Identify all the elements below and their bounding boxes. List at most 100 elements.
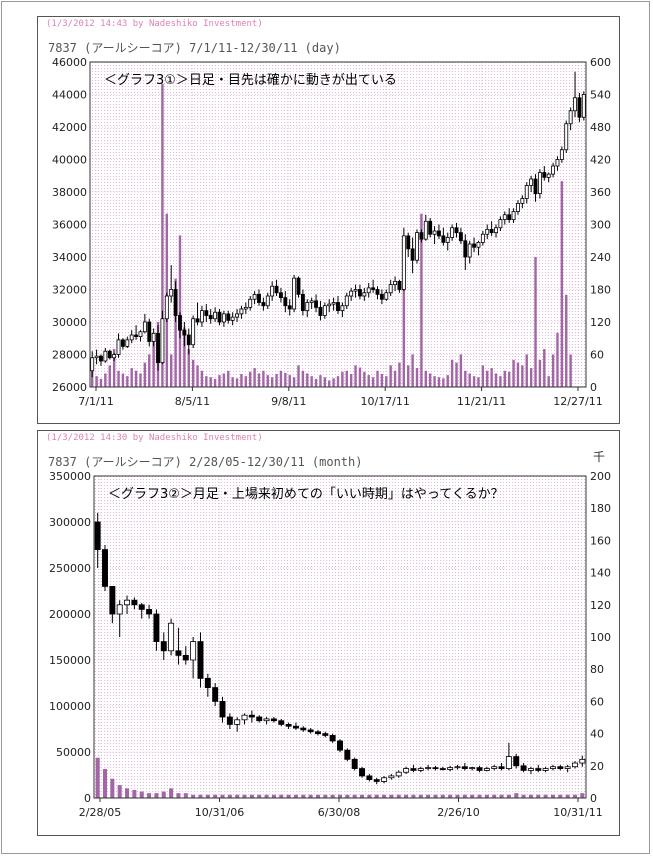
volume-bar	[499, 794, 504, 798]
candle-body	[263, 718, 270, 722]
candle-body	[190, 641, 197, 661]
chart-title: 7837 (アールシーコア) 2/28/05-12/30/11 (month)	[48, 455, 363, 469]
candle-body	[533, 178, 538, 195]
volume-bar	[442, 378, 445, 387]
candle-body	[142, 321, 147, 333]
right-axis-unit: 千	[592, 450, 605, 464]
candle-body	[191, 318, 196, 346]
y-right-tick-label: 0	[590, 381, 597, 394]
volume-bar	[332, 378, 335, 387]
volume-bar	[222, 373, 226, 387]
y-right-tick-label: 140	[590, 567, 611, 580]
x-tick-label: 7/1/11	[78, 395, 113, 408]
volume-bar	[440, 794, 445, 798]
candle-body	[520, 765, 527, 771]
candle-body	[279, 292, 283, 299]
volume-bar	[516, 362, 520, 387]
volume-bar	[293, 794, 298, 798]
candle-body	[373, 779, 380, 782]
volume-bar	[470, 794, 475, 798]
candle-body	[168, 622, 175, 652]
volume-bar	[147, 793, 152, 798]
volume-bar	[95, 376, 98, 387]
volume-bar	[528, 794, 533, 798]
volume-bar	[279, 370, 283, 387]
x-tick-label: 9/8/11	[271, 395, 306, 408]
volume-bar	[275, 374, 278, 387]
volume-bar	[205, 376, 208, 387]
x-tick-label: 10/31/11	[553, 806, 602, 819]
volume-bar	[529, 368, 533, 387]
candle-body	[99, 355, 103, 362]
volume-bar	[349, 374, 353, 387]
volume-bar	[143, 362, 147, 387]
volume-bar	[371, 377, 375, 387]
volume-bar	[183, 327, 186, 387]
volume-bar	[459, 354, 463, 387]
y-right-tick-label: 300	[590, 219, 611, 232]
candle-body	[151, 332, 156, 342]
y-left-tick-label: 200000	[49, 608, 91, 621]
candle-body	[94, 521, 101, 551]
volume-bar	[396, 794, 401, 798]
candle-body	[337, 740, 343, 751]
y-right-tick-label: 40	[590, 728, 604, 741]
volume-bar	[227, 794, 232, 798]
candle-body	[204, 310, 209, 316]
candle-body	[300, 727, 307, 731]
volume-bar	[455, 362, 458, 387]
volume-bar	[270, 377, 274, 387]
candle-body	[406, 235, 411, 250]
x-tick-label: 10/17/11	[360, 395, 409, 408]
volume-bar	[121, 373, 125, 387]
volume-bar	[328, 380, 331, 387]
volume-bar	[102, 769, 108, 798]
candle-body	[287, 305, 292, 310]
candle-body	[498, 219, 503, 229]
volume-bar	[499, 376, 502, 387]
candle-body	[256, 716, 263, 722]
candle-body	[243, 306, 248, 310]
volume-bar	[292, 377, 296, 387]
daily-chart-svg: 26000 28000 30000 32000 34000 36000 38000 40000…	[52, 56, 611, 408]
candle-body	[327, 303, 332, 307]
volume-bar	[411, 794, 416, 798]
volume-bar	[560, 181, 564, 387]
candle-body	[388, 775, 395, 779]
candle-body	[292, 725, 299, 729]
volume-bar	[110, 778, 115, 798]
candle-body	[235, 313, 239, 318]
y-right-tick-label: 160	[590, 534, 611, 547]
chart-timestamp: (1/3/2012 14:43 by Nadeshiko Investment)	[46, 19, 263, 29]
y-left-tick-label: 28000	[52, 349, 87, 362]
candle-body	[94, 355, 99, 359]
candle-body	[505, 756, 512, 769]
y-right-tick-label: 240	[590, 251, 611, 264]
y-right-tick-label: 540	[590, 89, 611, 102]
volume-bar	[363, 371, 366, 387]
y-right-tick-label: 60	[590, 349, 604, 362]
volume-bar	[572, 794, 578, 798]
candle-body	[393, 280, 397, 286]
candle-body	[292, 277, 297, 310]
volume-bar	[464, 370, 467, 387]
y-left-tick-label: 42000	[52, 121, 87, 134]
candle-body	[160, 318, 165, 364]
y-right-tick-label: 80	[590, 663, 604, 676]
volume-bar	[95, 757, 100, 798]
volume-bar	[209, 377, 212, 387]
volume-bar	[240, 374, 243, 387]
y-right-tick-label: 180	[590, 502, 611, 515]
volume-bar	[389, 365, 392, 387]
volume-bar	[130, 368, 133, 387]
candle-body	[248, 714, 255, 718]
volume-bar	[301, 370, 305, 387]
candle-body	[241, 714, 248, 721]
x-tick-label: 12/27/11	[553, 395, 602, 408]
volume-bar	[253, 368, 256, 387]
candle-body	[278, 720, 285, 725]
volume-bar	[134, 370, 138, 387]
y-right-tick-label: 0	[590, 792, 597, 805]
volume-bar	[374, 794, 379, 798]
volume-bar	[174, 278, 177, 387]
